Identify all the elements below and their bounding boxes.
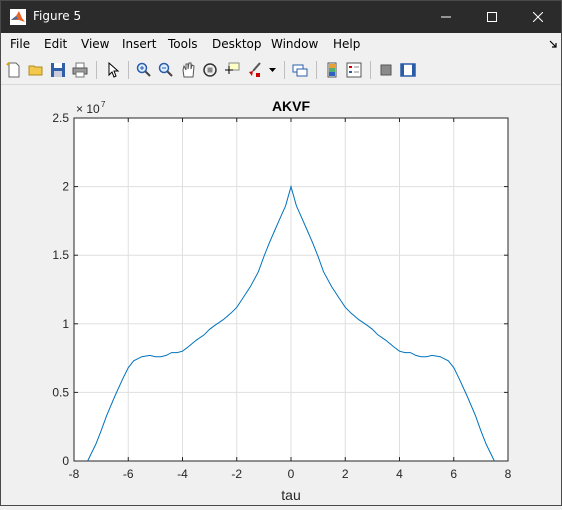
- x-tick-label: 0: [288, 467, 295, 481]
- insert-legend-button[interactable]: [344, 60, 364, 80]
- open-file-button[interactable]: [26, 60, 46, 80]
- dropdown-arrow-icon: [268, 67, 276, 72]
- chart-title: AKVF: [272, 98, 311, 114]
- insert-colorbar-button[interactable]: [322, 60, 342, 80]
- title-bar[interactable]: Figure 5: [1, 1, 561, 33]
- show-plot-tools-icon: [400, 63, 416, 77]
- menu-insert[interactable]: Insert: [122, 37, 157, 51]
- toolbar-separator: [284, 61, 285, 79]
- link-plot-icon: [292, 64, 308, 77]
- colorbar-icon: [327, 62, 337, 78]
- y-exponent-power: 7: [101, 100, 106, 109]
- toolbar-separator: [316, 61, 317, 79]
- open-folder-icon: [28, 65, 43, 76]
- pointer-arrow-icon: [108, 62, 120, 78]
- x-tick-label: -6: [123, 467, 134, 481]
- save-icon: [51, 63, 65, 77]
- maximize-button[interactable]: [469, 1, 515, 33]
- print-figure-button[interactable]: [70, 60, 90, 80]
- save-figure-button[interactable]: [48, 60, 68, 80]
- brush-button[interactable]: [244, 60, 264, 80]
- minimize-button[interactable]: [423, 1, 469, 33]
- hand-pan-icon: [182, 62, 195, 78]
- data-cursor-icon: [225, 62, 240, 74]
- menu-tools[interactable]: Tools: [168, 37, 198, 51]
- x-tick-label: 4: [396, 467, 403, 481]
- close-button[interactable]: [515, 1, 561, 33]
- menu-edit[interactable]: Edit: [44, 37, 68, 51]
- figure-toolbar: [1, 56, 561, 85]
- edit-plot-button[interactable]: [103, 60, 123, 80]
- brush-icon: [249, 62, 261, 77]
- x-tick-label: 6: [450, 467, 457, 481]
- series-line: [87, 184, 495, 462]
- figure-canvas: -8 -6 -4 -2 0 2 4 6 8 0 0.5 1 1.5 2 2.5 × 10 7 AKVF tau: [1, 85, 561, 505]
- x-tick-label: 2: [342, 467, 349, 481]
- menu-help[interactable]: Help: [333, 37, 361, 51]
- matlab-logo-icon: [10, 9, 26, 25]
- minimize-icon: [441, 16, 451, 18]
- toolbar-separator: [96, 61, 97, 79]
- menu-view[interactable]: View: [81, 37, 110, 51]
- legend-icon: [346, 62, 362, 78]
- zoom-out-button[interactable]: [156, 60, 176, 80]
- pan-button[interactable]: [178, 60, 198, 80]
- toolbar-separator: [370, 61, 371, 79]
- window-title: Figure 5: [33, 9, 82, 23]
- new-file-icon: [6, 62, 20, 78]
- x-tick-label: -8: [69, 467, 80, 481]
- rotate-3d-icon: [203, 63, 217, 77]
- x-tick-label: -2: [231, 467, 242, 481]
- show-plot-tools-button[interactable]: [398, 60, 418, 80]
- y-tick-label: 0: [62, 454, 69, 468]
- zoom-in-icon: [136, 62, 151, 77]
- zoom-out-icon: [158, 62, 173, 77]
- hide-plot-tools-icon: [380, 64, 392, 76]
- x-axis-label: tau: [281, 487, 300, 503]
- menu-bar: File Edit View Insert Tools Desktop Wind…: [1, 33, 561, 55]
- dock-arrow-icon[interactable]: [549, 40, 558, 49]
- akvf-line-chart[interactable]: -8 -6 -4 -2 0 2 4 6 8 0 0.5 1 1.5 2 2.5 × 10 7 AKVF tau: [1, 85, 561, 505]
- y-tick-label: 1.5: [52, 248, 69, 262]
- toolbar-separator: [128, 61, 129, 79]
- x-tick-label: -4: [177, 467, 188, 481]
- menu-window[interactable]: Window: [271, 37, 319, 51]
- data-cursor-button[interactable]: [222, 60, 242, 80]
- menu-desktop[interactable]: Desktop: [212, 37, 262, 51]
- link-plot-button[interactable]: [290, 60, 310, 80]
- menu-file[interactable]: File: [10, 37, 31, 51]
- y-tick-label: 2.5: [52, 111, 69, 125]
- y-tick-label: 1: [62, 317, 69, 331]
- brush-dropdown[interactable]: [266, 60, 278, 80]
- close-icon: [533, 12, 543, 22]
- x-tick-label: 8: [505, 467, 512, 481]
- y-exponent-label: × 10: [76, 102, 100, 116]
- y-tick-label: 2: [62, 180, 69, 194]
- rotate-3d-button[interactable]: [200, 60, 220, 80]
- new-figure-button[interactable]: [4, 60, 24, 80]
- maximize-icon: [487, 12, 497, 22]
- zoom-in-button[interactable]: [134, 60, 154, 80]
- hide-plot-tools-button[interactable]: [376, 60, 396, 80]
- y-tick-label: 0.5: [52, 385, 69, 399]
- printer-icon: [72, 62, 88, 78]
